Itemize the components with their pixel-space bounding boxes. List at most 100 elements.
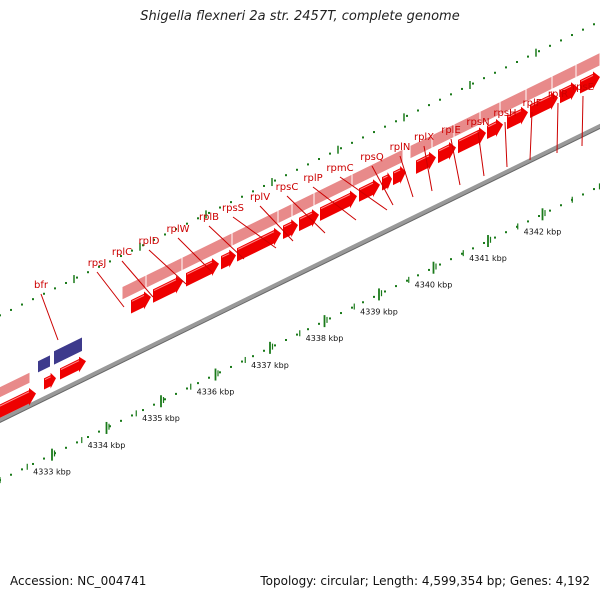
lower-tick-line-dot — [109, 425, 111, 428]
ribosomal-gene-arrow — [458, 127, 486, 154]
gene-label-leader — [148, 249, 187, 285]
lower-tick-line-dot — [87, 436, 89, 439]
lower-tick-line-dot — [472, 247, 474, 250]
ribosomal-gene-arrow-highlight — [560, 85, 572, 92]
upper-tick-line-dot — [472, 82, 474, 85]
genome-backbone-shadow — [0, 127, 600, 424]
gene-label-leader — [477, 130, 485, 177]
gene-block-light — [0, 371, 31, 399]
lower-tick-line-dot — [428, 268, 430, 271]
gene-label-leader — [312, 186, 357, 221]
lower-tick-line-dot — [318, 322, 320, 325]
upper-tick-line-dot — [307, 163, 309, 166]
upper-tick-line-dot — [516, 60, 518, 63]
ribosomal-gene-arrow — [530, 92, 558, 118]
upper-tick-line-dot — [406, 114, 408, 117]
gene-label: rpsH — [493, 108, 516, 119]
gene-arrow-highlight — [0, 391, 30, 407]
lower-tick-line-dot — [10, 473, 12, 476]
upper-tick-line-dot — [197, 217, 199, 220]
gene-label: rplN — [390, 142, 411, 153]
lower-tick-line-dot — [362, 301, 364, 304]
upper-tick-line-dot — [274, 179, 276, 182]
lower-tick-line-dot — [384, 290, 386, 293]
gene-label: rpsE — [572, 82, 594, 93]
lower-tick-line-dot — [307, 328, 309, 331]
upper-tick-line-dot — [428, 104, 430, 107]
upper-tick-line-dot — [252, 190, 254, 193]
lower-tick-line-dot — [494, 236, 496, 239]
gene-label: rplB — [199, 212, 219, 223]
lower-tick-line-dot — [549, 209, 551, 212]
upper-tick-line-dot — [373, 131, 375, 134]
ribosomal-gene-arrow — [237, 227, 281, 262]
ribosomal-gene-arrow-highlight — [382, 175, 388, 179]
gene-label: rpsN — [466, 117, 489, 128]
ribosomal-gene-arrow — [560, 82, 578, 104]
upper-tick-line-dot — [109, 260, 111, 263]
upper-tick-line-dot — [384, 125, 386, 128]
ribosomal-gene-arrow — [283, 219, 298, 240]
gene-label: rplR — [548, 89, 568, 100]
lower-tick-line-dot — [373, 295, 375, 298]
lower-tick-line-dot — [538, 215, 540, 218]
lower-tick-line-dot — [351, 306, 353, 309]
upper-tick-line-dot — [21, 303, 23, 306]
ribosomal-gene-arrow — [299, 209, 319, 232]
upper-tick-line-dot — [54, 287, 56, 290]
lower-tick-line-dot — [406, 279, 408, 282]
ribosomal-gene-arrow-highlight — [299, 212, 313, 220]
lower-tick-line-dot — [98, 430, 100, 433]
upper-tick-line-dot — [131, 249, 133, 252]
gene-label: rplP — [303, 173, 322, 184]
lower-tick-line-dot — [21, 468, 23, 471]
gene-label: rplV — [250, 192, 270, 203]
upper-tick-line-dot — [10, 308, 12, 311]
upper-tick-line-dot — [582, 28, 584, 31]
ribosomal-gene-arrow-highlight — [186, 261, 213, 275]
upper-tick-line-dot — [241, 195, 243, 198]
scale-label: 4336 kbp — [197, 388, 235, 397]
ribosomal-gene-arrow — [382, 172, 392, 191]
upper-tick-line-dot — [219, 206, 221, 209]
gene-arrow — [44, 372, 56, 390]
gene-label-leader — [371, 165, 394, 206]
gene-arrow-highlight — [60, 360, 80, 370]
ribosomal-gene-arrow-highlight — [458, 130, 480, 142]
lower-tick-line-dot — [296, 333, 298, 336]
upper-tick-line-dot — [142, 244, 144, 247]
gene-label: rplD — [139, 236, 160, 247]
lower-tick-line-dot — [120, 419, 122, 422]
lower-tick-line-dot — [153, 403, 155, 406]
lower-tick-line-dot — [395, 285, 397, 288]
gene-arrow-highlight — [44, 376, 51, 381]
gene-label-leader — [177, 237, 213, 273]
upper-tick-line-dot — [340, 147, 342, 150]
lower-tick-line-dot — [285, 338, 287, 341]
lower-tick-line-dot — [593, 188, 595, 191]
gene-label-leader — [399, 155, 414, 198]
bfr-feature — [54, 337, 82, 365]
scale-label: 4342 kbp — [524, 227, 562, 236]
lower-tick-line-dot — [263, 349, 265, 352]
upper-tick-line-dot — [120, 255, 122, 258]
lower-tick-line-dot — [142, 409, 144, 412]
gene-label: rplC — [112, 247, 132, 258]
lower-tick-line-dot — [131, 414, 133, 417]
upper-tick-line-dot — [87, 271, 89, 274]
lower-tick-line-dot — [32, 462, 34, 465]
ribosomal-gene-arrow-highlight — [530, 95, 552, 107]
gene-label-leader — [208, 225, 245, 260]
gene-arrow — [0, 387, 36, 418]
gene-label: rplW — [166, 224, 189, 235]
lower-tick-line-dot — [439, 263, 441, 266]
gene-label: bfr — [34, 280, 49, 291]
lower-tick-line-dot — [417, 274, 419, 277]
lower-tick-line-dot — [560, 204, 562, 207]
upper-tick-line-dot — [208, 211, 210, 214]
gene-label-leader — [529, 111, 533, 161]
upper-tick-line-dot — [527, 55, 529, 58]
lower-tick-line-dot — [76, 441, 78, 444]
accession-text: Accession: NC_004741 — [10, 574, 147, 588]
lower-tick-line-dot — [505, 231, 507, 234]
